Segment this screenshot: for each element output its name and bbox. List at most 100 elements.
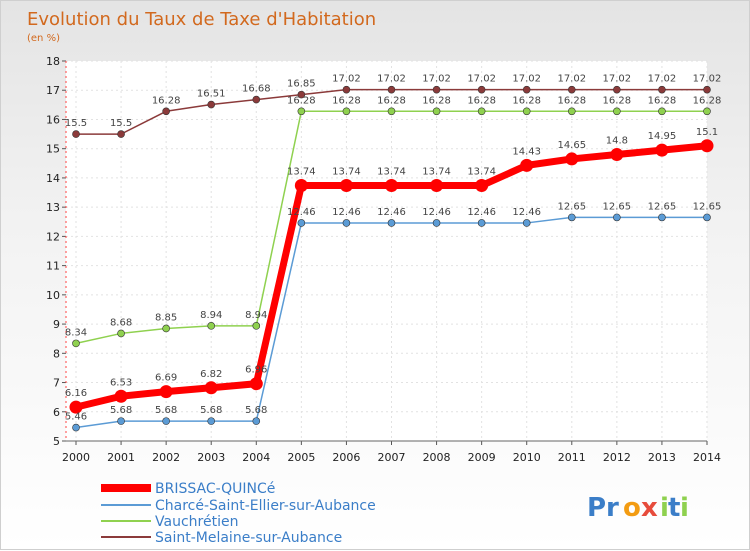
data-label: 14.43 <box>512 146 541 157</box>
data-point <box>69 400 83 414</box>
data-point <box>700 139 714 153</box>
data-label: 14.95 <box>648 131 677 142</box>
data-point <box>342 219 351 227</box>
data-label: 12.65 <box>693 201 722 212</box>
data-label: 17.02 <box>332 74 361 85</box>
x-tick-label: 2011 <box>558 451 586 464</box>
data-label: 8.68 <box>110 317 132 328</box>
data-label: 16.51 <box>197 89 226 100</box>
data-point <box>72 423 80 432</box>
data-label: 16.28 <box>648 95 677 106</box>
data-point <box>613 107 621 116</box>
series <box>69 85 714 432</box>
data-label: 5.68 <box>200 405 222 416</box>
data-label: 16.28 <box>603 95 632 106</box>
data-label: 16.28 <box>377 95 406 106</box>
data-label: 15.1 <box>696 127 718 138</box>
data-point <box>72 339 80 348</box>
x-tick-label: 2008 <box>423 451 451 464</box>
logo-letter: r <box>606 493 619 523</box>
data-point <box>207 417 216 425</box>
data-point <box>342 107 351 116</box>
data-point <box>294 179 308 193</box>
x-tick-label: 2010 <box>513 451 541 464</box>
data-label: 12.46 <box>377 207 406 218</box>
data-label: 16.28 <box>332 95 361 106</box>
data-label: 12.46 <box>287 207 316 218</box>
data-label: 6.16 <box>65 388 87 399</box>
x-tick-label: 2009 <box>468 451 496 464</box>
data-label: 5.46 <box>65 412 87 423</box>
y-tick-label: 18 <box>46 55 60 68</box>
y-tick-label: 6 <box>53 406 60 419</box>
data-label: 12.65 <box>603 201 632 212</box>
logo-letter: x <box>641 493 658 523</box>
data-point <box>430 179 444 193</box>
data-label: 13.74 <box>422 167 451 178</box>
data-label: 6.53 <box>110 377 132 388</box>
x-tick-label: 2003 <box>197 451 225 464</box>
data-point <box>567 107 576 116</box>
data-point <box>658 213 666 222</box>
logo-letter: t <box>668 493 680 523</box>
data-point <box>117 329 125 338</box>
logo-letter: P <box>587 493 606 523</box>
axes: 5 6 7 8 9 10 11 12 13 14 15 16 17 18 2000 2001 2002 2003 2… <box>46 55 721 464</box>
y-tick-label: 10 <box>46 289 60 302</box>
data-label: 12.46 <box>332 207 361 218</box>
data-point <box>477 107 486 116</box>
y-tick-label: 9 <box>53 318 60 331</box>
data-point <box>249 377 263 391</box>
data-label: 14.8 <box>606 136 628 147</box>
x-tick-label: 2001 <box>107 451 135 464</box>
data-point <box>117 417 125 425</box>
x-tick-label: 2006 <box>332 451 360 464</box>
y-tick-label: 11 <box>46 260 60 273</box>
legend-label: Charcé-Saint-Ellier-sur-Aubance <box>155 498 376 514</box>
data-point <box>297 219 306 227</box>
chart-title: Evolution du Taux de Taxe d'Habitation <box>27 9 376 30</box>
legend-label: BRISSAC-QUINCé <box>155 481 275 497</box>
data-label: 5.68 <box>245 405 267 416</box>
y-tick-label: 14 <box>46 172 60 185</box>
data-label: 8.34 <box>65 327 87 338</box>
data-label: 17.02 <box>648 74 677 85</box>
data-label: 8.94 <box>245 310 267 321</box>
y-tick-label: 8 <box>53 347 60 360</box>
data-label: 16.68 <box>242 84 271 95</box>
data-label: 17.02 <box>377 74 406 85</box>
legend-label: Vauchrétien <box>155 514 238 530</box>
data-point <box>567 85 576 94</box>
data-label: 6.96 <box>245 365 267 376</box>
data-point <box>114 389 128 403</box>
data-point <box>475 179 489 193</box>
data-point <box>159 385 173 399</box>
data-label: 17.02 <box>422 74 451 85</box>
y-tick-label: 12 <box>46 230 60 243</box>
data-label: 5.68 <box>155 405 177 416</box>
plot-area <box>66 61 707 441</box>
data-point <box>387 219 396 227</box>
data-point <box>522 85 531 94</box>
data-label: 17.02 <box>512 74 541 85</box>
y-tick-label: 16 <box>46 113 60 126</box>
data-label: 16.28 <box>557 95 586 106</box>
data-label: 17.02 <box>557 74 586 85</box>
logo-letter: o <box>623 493 641 523</box>
data-label: 12.65 <box>557 201 586 212</box>
data-point <box>117 130 125 138</box>
data-point <box>613 213 621 222</box>
data-label: 16.28 <box>422 95 451 106</box>
data-point <box>72 130 80 138</box>
x-tick-label: 2014 <box>693 451 721 464</box>
data-point <box>252 322 261 330</box>
data-point <box>477 219 486 227</box>
data-label: 16.28 <box>287 95 316 106</box>
data-point <box>567 213 576 222</box>
logo-letter: i <box>680 493 689 523</box>
x-tick-label: 2012 <box>603 451 631 464</box>
data-point <box>703 213 711 222</box>
grid <box>66 60 708 442</box>
